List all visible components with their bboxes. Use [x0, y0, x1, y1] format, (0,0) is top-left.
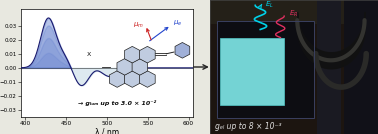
Bar: [318, 0, 341, 134]
Polygon shape: [124, 46, 140, 63]
Text: X: X: [87, 52, 91, 57]
Polygon shape: [86, 56, 99, 71]
Text: $\mu_e$: $\mu_e$: [173, 19, 182, 28]
Polygon shape: [124, 71, 140, 87]
Text: $\mu_m$: $\mu_m$: [133, 21, 144, 30]
Polygon shape: [132, 59, 148, 75]
Bar: [217, 21, 314, 118]
Polygon shape: [109, 71, 125, 87]
Bar: [210, 0, 378, 24]
Text: $E_R$: $E_R$: [289, 9, 298, 19]
Bar: [217, 21, 314, 118]
Bar: [220, 38, 284, 105]
Polygon shape: [139, 46, 155, 63]
Text: gₑₗ up to 8 × 10⁻³: gₑₗ up to 8 × 10⁻³: [215, 122, 281, 131]
Bar: [344, 0, 378, 134]
Polygon shape: [175, 42, 190, 58]
Text: → gₗᵤₘ up to 3.0 × 10⁻²: → gₗᵤₘ up to 3.0 × 10⁻²: [77, 100, 156, 106]
Polygon shape: [139, 71, 155, 87]
Polygon shape: [117, 59, 133, 75]
Text: $E_L$: $E_L$: [265, 0, 274, 10]
X-axis label: λ / nm: λ / nm: [95, 127, 119, 134]
